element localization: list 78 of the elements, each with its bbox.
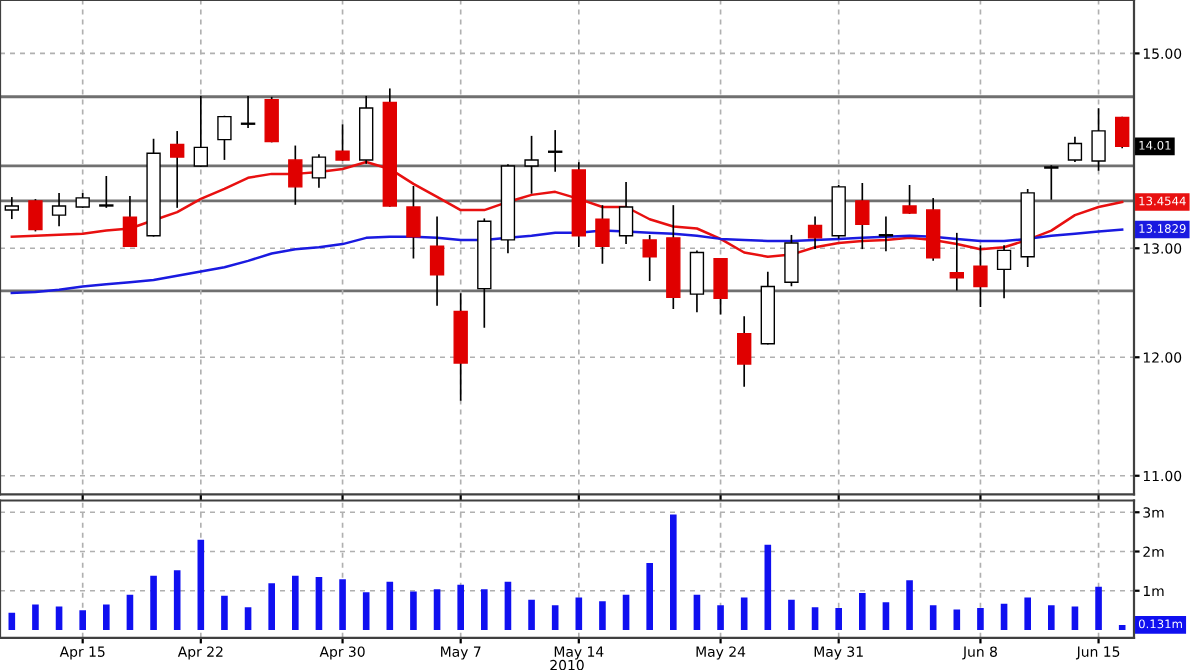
candlestick	[807, 216, 823, 250]
bar	[528, 599, 535, 630]
bar	[1024, 597, 1031, 630]
candlestick	[595, 205, 610, 264]
candlestick	[736, 316, 752, 387]
bar	[457, 584, 464, 630]
candlestick	[99, 176, 114, 208]
bar	[882, 602, 890, 630]
bar	[173, 570, 181, 630]
candlestick	[51, 193, 67, 227]
candlestick	[973, 245, 988, 307]
candlestick	[28, 199, 43, 232]
bar	[929, 605, 937, 630]
bar	[811, 607, 819, 630]
candlestick	[169, 131, 185, 208]
candlestick	[193, 95, 209, 167]
candlestick	[996, 245, 1012, 299]
bar	[126, 594, 134, 630]
candlestick	[264, 96, 279, 143]
candlestick	[902, 184, 917, 214]
bar	[481, 589, 488, 630]
bar	[717, 605, 724, 630]
bar	[977, 608, 984, 630]
bar	[599, 601, 606, 630]
candlestick	[335, 124, 350, 161]
candlestick	[925, 198, 941, 261]
candlestick	[4, 197, 20, 220]
bar	[221, 595, 228, 630]
candlestick	[288, 145, 303, 205]
candlestick	[784, 234, 799, 287]
bar	[268, 583, 275, 630]
bar	[670, 514, 677, 630]
candlestick	[1114, 116, 1130, 149]
candlestick	[1067, 136, 1083, 162]
bar	[103, 604, 110, 630]
candlestick	[689, 250, 705, 313]
bar	[693, 594, 701, 630]
bar	[292, 575, 299, 630]
candlestick	[642, 234, 657, 281]
bar	[339, 579, 346, 630]
bar	[740, 597, 748, 630]
bar	[433, 589, 441, 630]
bar	[504, 581, 512, 630]
candlestick	[429, 216, 445, 306]
candlestick	[1091, 108, 1106, 171]
candlestick	[524, 135, 539, 194]
bar	[1095, 586, 1102, 630]
candlestick	[1044, 165, 1059, 200]
candlestick	[406, 185, 421, 259]
bar	[315, 577, 323, 630]
bar	[55, 606, 63, 630]
bar	[835, 608, 842, 630]
bar	[764, 544, 772, 630]
bar	[150, 575, 157, 630]
bar	[622, 594, 630, 630]
candlestick	[311, 154, 327, 188]
bar	[197, 539, 205, 630]
bar	[906, 580, 913, 630]
bar	[575, 597, 583, 630]
candlestick	[217, 115, 232, 160]
bar	[551, 605, 559, 630]
bar	[410, 591, 417, 630]
bar	[386, 581, 394, 630]
bar	[32, 604, 39, 630]
bar	[646, 562, 653, 630]
bar	[1000, 603, 1008, 630]
bar	[362, 592, 370, 630]
bar	[1048, 605, 1055, 630]
bar	[859, 593, 866, 630]
candlestick	[122, 196, 138, 248]
bar	[244, 607, 252, 630]
candlestick	[855, 182, 870, 250]
candlestick	[949, 232, 965, 291]
candlestick	[618, 181, 634, 244]
bar	[79, 610, 86, 630]
bar	[788, 599, 795, 630]
bar	[1071, 606, 1079, 630]
candlestick	[713, 257, 728, 315]
